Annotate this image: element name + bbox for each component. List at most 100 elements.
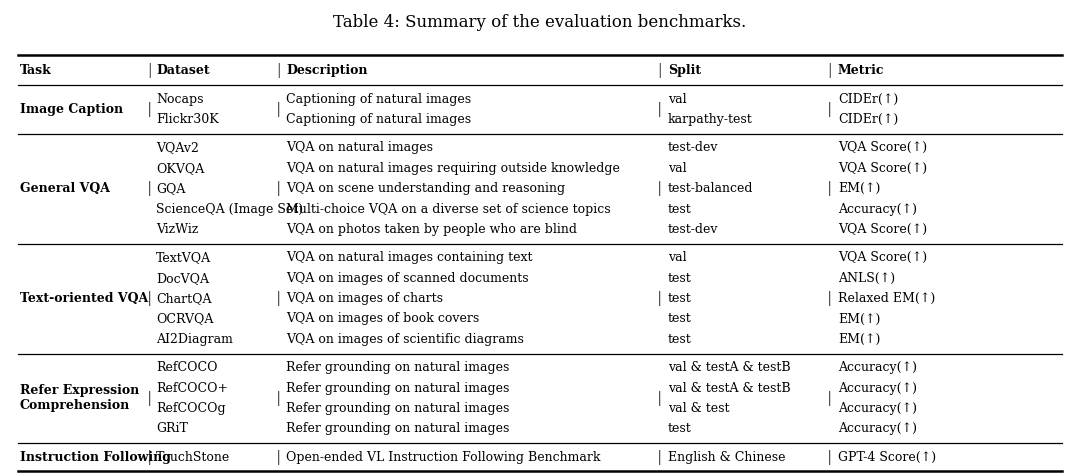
Text: DocVQA: DocVQA (156, 272, 210, 285)
Text: Refer grounding on natural images: Refer grounding on natural images (286, 422, 510, 435)
Text: General VQA: General VQA (21, 182, 110, 195)
Text: VQA on scene understanding and reasoning: VQA on scene understanding and reasoning (286, 182, 565, 195)
Text: TextVQA: TextVQA (156, 251, 211, 264)
Text: Text-oriented VQA: Text-oriented VQA (21, 292, 148, 305)
Text: |: | (658, 450, 663, 465)
Text: Captioning of natural images: Captioning of natural images (286, 113, 471, 126)
Text: VQA Score(↑): VQA Score(↑) (838, 141, 927, 155)
Text: VQA Score(↑): VQA Score(↑) (838, 162, 927, 175)
Text: Accuracy(↑): Accuracy(↑) (838, 422, 917, 435)
Text: |: | (827, 450, 833, 465)
Text: |: | (827, 391, 833, 406)
Text: EM(↑): EM(↑) (838, 182, 880, 195)
Text: AI2Diagram: AI2Diagram (156, 333, 233, 346)
Text: |: | (147, 181, 152, 196)
Text: Accuracy(↑): Accuracy(↑) (838, 382, 917, 395)
Text: |: | (147, 291, 152, 306)
Text: ScienceQA (Image Set): ScienceQA (Image Set) (156, 202, 303, 216)
Text: |: | (147, 102, 152, 117)
Text: ChartQA: ChartQA (156, 292, 212, 305)
Text: |: | (658, 291, 663, 306)
Text: test: test (669, 202, 692, 216)
Text: VQA on images of scientific diagrams: VQA on images of scientific diagrams (286, 333, 524, 346)
Text: VQA Score(↑): VQA Score(↑) (838, 223, 927, 236)
Text: test-dev: test-dev (669, 141, 718, 155)
Text: Multi-choice VQA on a diverse set of science topics: Multi-choice VQA on a diverse set of sci… (286, 202, 610, 216)
Text: VQA on natural images containing text: VQA on natural images containing text (286, 251, 532, 264)
Text: Refer grounding on natural images: Refer grounding on natural images (286, 382, 510, 395)
Text: test: test (669, 422, 692, 435)
Text: GPT-4 Score(↑): GPT-4 Score(↑) (838, 451, 936, 464)
Text: |: | (276, 102, 282, 117)
Text: val: val (669, 251, 687, 264)
Text: TouchStone: TouchStone (156, 451, 230, 464)
Text: VizWiz: VizWiz (156, 223, 199, 236)
Text: |: | (658, 63, 662, 78)
Text: |: | (658, 102, 663, 117)
Text: GQA: GQA (156, 182, 186, 195)
Text: GRiT: GRiT (156, 422, 188, 435)
Text: EM(↑): EM(↑) (838, 312, 880, 326)
Text: Metric: Metric (838, 64, 885, 76)
Text: Open-ended VL Instruction Following Benchmark: Open-ended VL Instruction Following Benc… (286, 451, 600, 464)
Text: RefCOCOg: RefCOCOg (156, 402, 226, 415)
Text: RefCOCO+: RefCOCO+ (156, 382, 228, 395)
Text: VQA on natural images: VQA on natural images (286, 141, 433, 155)
Text: Accuracy(↑): Accuracy(↑) (838, 402, 917, 415)
Text: |: | (827, 291, 833, 306)
Text: test: test (669, 272, 692, 285)
Text: Table 4: Summary of the evaluation benchmarks.: Table 4: Summary of the evaluation bench… (334, 13, 746, 30)
Text: |: | (276, 181, 282, 196)
Text: |: | (827, 181, 833, 196)
Text: test: test (669, 333, 692, 346)
Text: |: | (276, 63, 281, 78)
Text: CIDEr(↑): CIDEr(↑) (838, 113, 899, 126)
Text: VQA on images of book covers: VQA on images of book covers (286, 312, 480, 326)
Text: val & testA & testB: val & testA & testB (669, 361, 791, 374)
Text: |: | (827, 63, 833, 78)
Text: val: val (669, 162, 687, 175)
Text: VQA on natural images requiring outside knowledge: VQA on natural images requiring outside … (286, 162, 620, 175)
Text: Refer grounding on natural images: Refer grounding on natural images (286, 361, 510, 374)
Text: Accuracy(↑): Accuracy(↑) (838, 202, 917, 216)
Text: EM(↑): EM(↑) (838, 333, 880, 346)
Text: |: | (148, 63, 152, 78)
Text: OCRVQA: OCRVQA (156, 312, 214, 326)
Text: RefCOCO: RefCOCO (156, 361, 217, 374)
Text: Accuracy(↑): Accuracy(↑) (838, 361, 917, 374)
Text: VQA on images of charts: VQA on images of charts (286, 292, 443, 305)
Text: VQA on images of scanned documents: VQA on images of scanned documents (286, 272, 528, 285)
Text: |: | (658, 181, 663, 196)
Text: karpathy-test: karpathy-test (669, 113, 753, 126)
Text: |: | (658, 391, 663, 406)
Text: Refer grounding on natural images: Refer grounding on natural images (286, 402, 510, 415)
Text: |: | (276, 291, 282, 306)
Text: test-dev: test-dev (669, 223, 718, 236)
Text: OKVQA: OKVQA (156, 162, 204, 175)
Text: test: test (669, 292, 692, 305)
Text: CIDEr(↑): CIDEr(↑) (838, 93, 899, 106)
Text: Description: Description (286, 64, 367, 76)
Text: English & Chinese: English & Chinese (669, 451, 785, 464)
Text: Split: Split (669, 64, 701, 76)
Text: |: | (147, 391, 152, 406)
Text: val & test: val & test (669, 402, 729, 415)
Text: VQAv2: VQAv2 (156, 141, 199, 155)
Text: |: | (147, 450, 152, 465)
Text: test: test (669, 312, 692, 326)
Text: |: | (276, 391, 282, 406)
Text: val & testA & testB: val & testA & testB (669, 382, 791, 395)
Text: Task: Task (21, 64, 52, 76)
Text: |: | (827, 102, 833, 117)
Text: Instruction Following: Instruction Following (21, 451, 171, 464)
Text: VQA on photos taken by people who are blind: VQA on photos taken by people who are bl… (286, 223, 577, 236)
Text: val: val (669, 93, 687, 106)
Text: Image Caption: Image Caption (21, 103, 123, 116)
Text: VQA Score(↑): VQA Score(↑) (838, 251, 927, 264)
Text: Refer Expression
Comprehension: Refer Expression Comprehension (21, 384, 139, 412)
Text: test-balanced: test-balanced (669, 182, 754, 195)
Text: Dataset: Dataset (156, 64, 210, 76)
Text: Captioning of natural images: Captioning of natural images (286, 93, 471, 106)
Text: |: | (276, 450, 282, 465)
Text: Relaxed EM(↑): Relaxed EM(↑) (838, 292, 935, 305)
